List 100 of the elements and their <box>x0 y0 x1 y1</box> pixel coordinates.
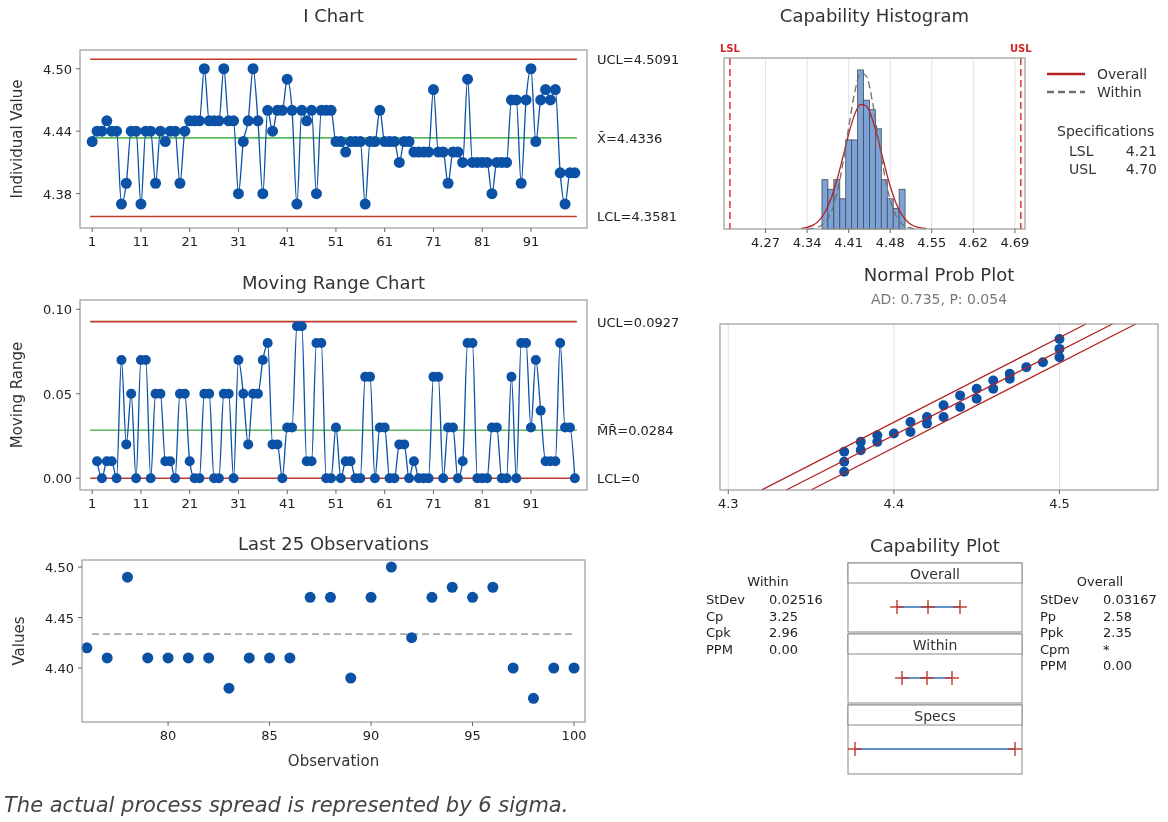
text: 0.00 <box>769 641 798 657</box>
point <box>243 652 255 664</box>
x-tick-label: 4.41 <box>834 235 864 250</box>
x-tick-label: 4.48 <box>875 235 905 250</box>
y-tick-label: 4.44 <box>43 124 72 140</box>
chart-title: Normal Prob Plot <box>863 264 1015 285</box>
text: Capability Plot <box>870 535 1000 556</box>
text: Cpm <box>1040 641 1070 657</box>
point <box>385 561 397 573</box>
x-tick-label: 90 <box>362 728 380 743</box>
legend-label: Within <box>1097 84 1142 100</box>
point <box>324 591 336 603</box>
text: StDev <box>1040 592 1080 607</box>
x-tick-label: 31 <box>230 234 247 249</box>
category-label: Within <box>912 637 958 653</box>
point <box>568 662 580 674</box>
x-tick-label: 21 <box>181 496 198 511</box>
point <box>304 591 316 603</box>
text: Cp <box>706 608 724 624</box>
point <box>162 652 174 664</box>
text: USL <box>1069 161 1097 177</box>
ref-line-label: USL <box>1009 43 1033 54</box>
chart-title: Capability Histogram <box>779 5 970 26</box>
point <box>264 652 276 664</box>
x-tick-label: 71 <box>425 234 442 249</box>
ref-line-label: LCL=4.3581 <box>597 209 677 225</box>
point <box>406 632 418 644</box>
point <box>955 390 966 401</box>
y-axis-title: Moving Range <box>8 341 26 449</box>
category-label: Overall <box>909 566 961 582</box>
text: 3.25 <box>769 608 798 624</box>
x-tick-label: 85 <box>261 728 278 743</box>
text: 2.96 <box>769 625 798 640</box>
text: * <box>1103 641 1110 657</box>
y-axis-title: Individual Value <box>8 79 26 199</box>
x-tick-label: 51 <box>327 234 345 249</box>
x-tick-label: 95 <box>464 728 481 743</box>
ref-line-label: UCL=4.5091 <box>597 52 680 68</box>
x-tick-label: 4.34 <box>792 235 822 250</box>
x-tick-label: 4.4 <box>883 496 905 511</box>
point <box>446 581 458 593</box>
ref-line-label: M̄R̄=0.0284 <box>597 423 674 439</box>
text: Cpk <box>706 625 732 640</box>
y-axis-title: Values <box>10 616 28 666</box>
point <box>182 652 194 664</box>
x-tick-label: 100 <box>561 728 587 743</box>
x-tick-label: 11 <box>132 496 150 511</box>
x-tick-label: 4.55 <box>917 235 947 250</box>
x-tick-label: 51 <box>327 496 345 511</box>
ref-line-label: LSL <box>719 43 741 54</box>
x-tick-label: 41 <box>278 496 296 511</box>
legend-label: Overall <box>1097 66 1148 82</box>
text: PPM <box>1040 658 1067 673</box>
x-tick-label: 71 <box>425 496 442 511</box>
x-tick-label: 41 <box>278 234 296 249</box>
chart-subtitle: AD: 0.735, P: 0.054 <box>870 291 1008 307</box>
y-tick-label: 4.40 <box>45 661 74 676</box>
x-tick-label: 1 <box>88 496 97 511</box>
x-tick-label: 61 <box>376 234 393 249</box>
point <box>223 682 235 694</box>
x-tick-label: 81 <box>473 496 491 511</box>
x-tick-label: 91 <box>522 234 540 249</box>
y-tick-label: 0.05 <box>43 386 72 402</box>
text: 0.00 <box>1103 658 1132 673</box>
x-tick-label: 4.3 <box>717 496 739 511</box>
x-axis-title: Observation <box>287 752 380 770</box>
point <box>938 411 949 422</box>
text: 2.35 <box>1103 625 1132 640</box>
x-tick-label: 80 <box>159 728 177 743</box>
x-tick-label: 91 <box>522 496 540 511</box>
chart-title: I Chart <box>303 5 364 26</box>
text: 4.21 <box>1125 143 1157 159</box>
point <box>101 652 113 664</box>
y-tick-label: 4.50 <box>45 560 74 576</box>
text: LSL <box>1069 143 1094 159</box>
text: Within <box>747 574 789 589</box>
x-tick-label: 21 <box>181 234 198 249</box>
point <box>905 426 916 437</box>
x-tick-label: 1 <box>88 234 97 249</box>
point <box>507 662 519 674</box>
x-tick-label: 11 <box>132 234 150 249</box>
point <box>345 672 357 684</box>
text: PPM <box>706 641 733 657</box>
chart-title: Moving Range Chart <box>242 272 425 293</box>
text: 0.02516 <box>769 592 823 607</box>
ref-line-label: LCL=0 <box>597 471 640 487</box>
point <box>121 571 133 583</box>
text: 0.03167 <box>1103 592 1157 607</box>
text: Ppk <box>1040 625 1065 640</box>
point <box>467 591 479 603</box>
category-label: Specs <box>914 708 956 724</box>
text: 2.58 <box>1103 608 1132 624</box>
point <box>142 652 154 664</box>
x-tick-label: 4.69 <box>1000 235 1030 250</box>
x-tick-label: 4.5 <box>1049 496 1070 511</box>
text: StDev <box>706 592 746 607</box>
x-tick-label: 4.27 <box>751 235 781 250</box>
y-tick-label: 4.50 <box>43 61 72 77</box>
point <box>955 402 966 412</box>
point <box>527 692 539 704</box>
